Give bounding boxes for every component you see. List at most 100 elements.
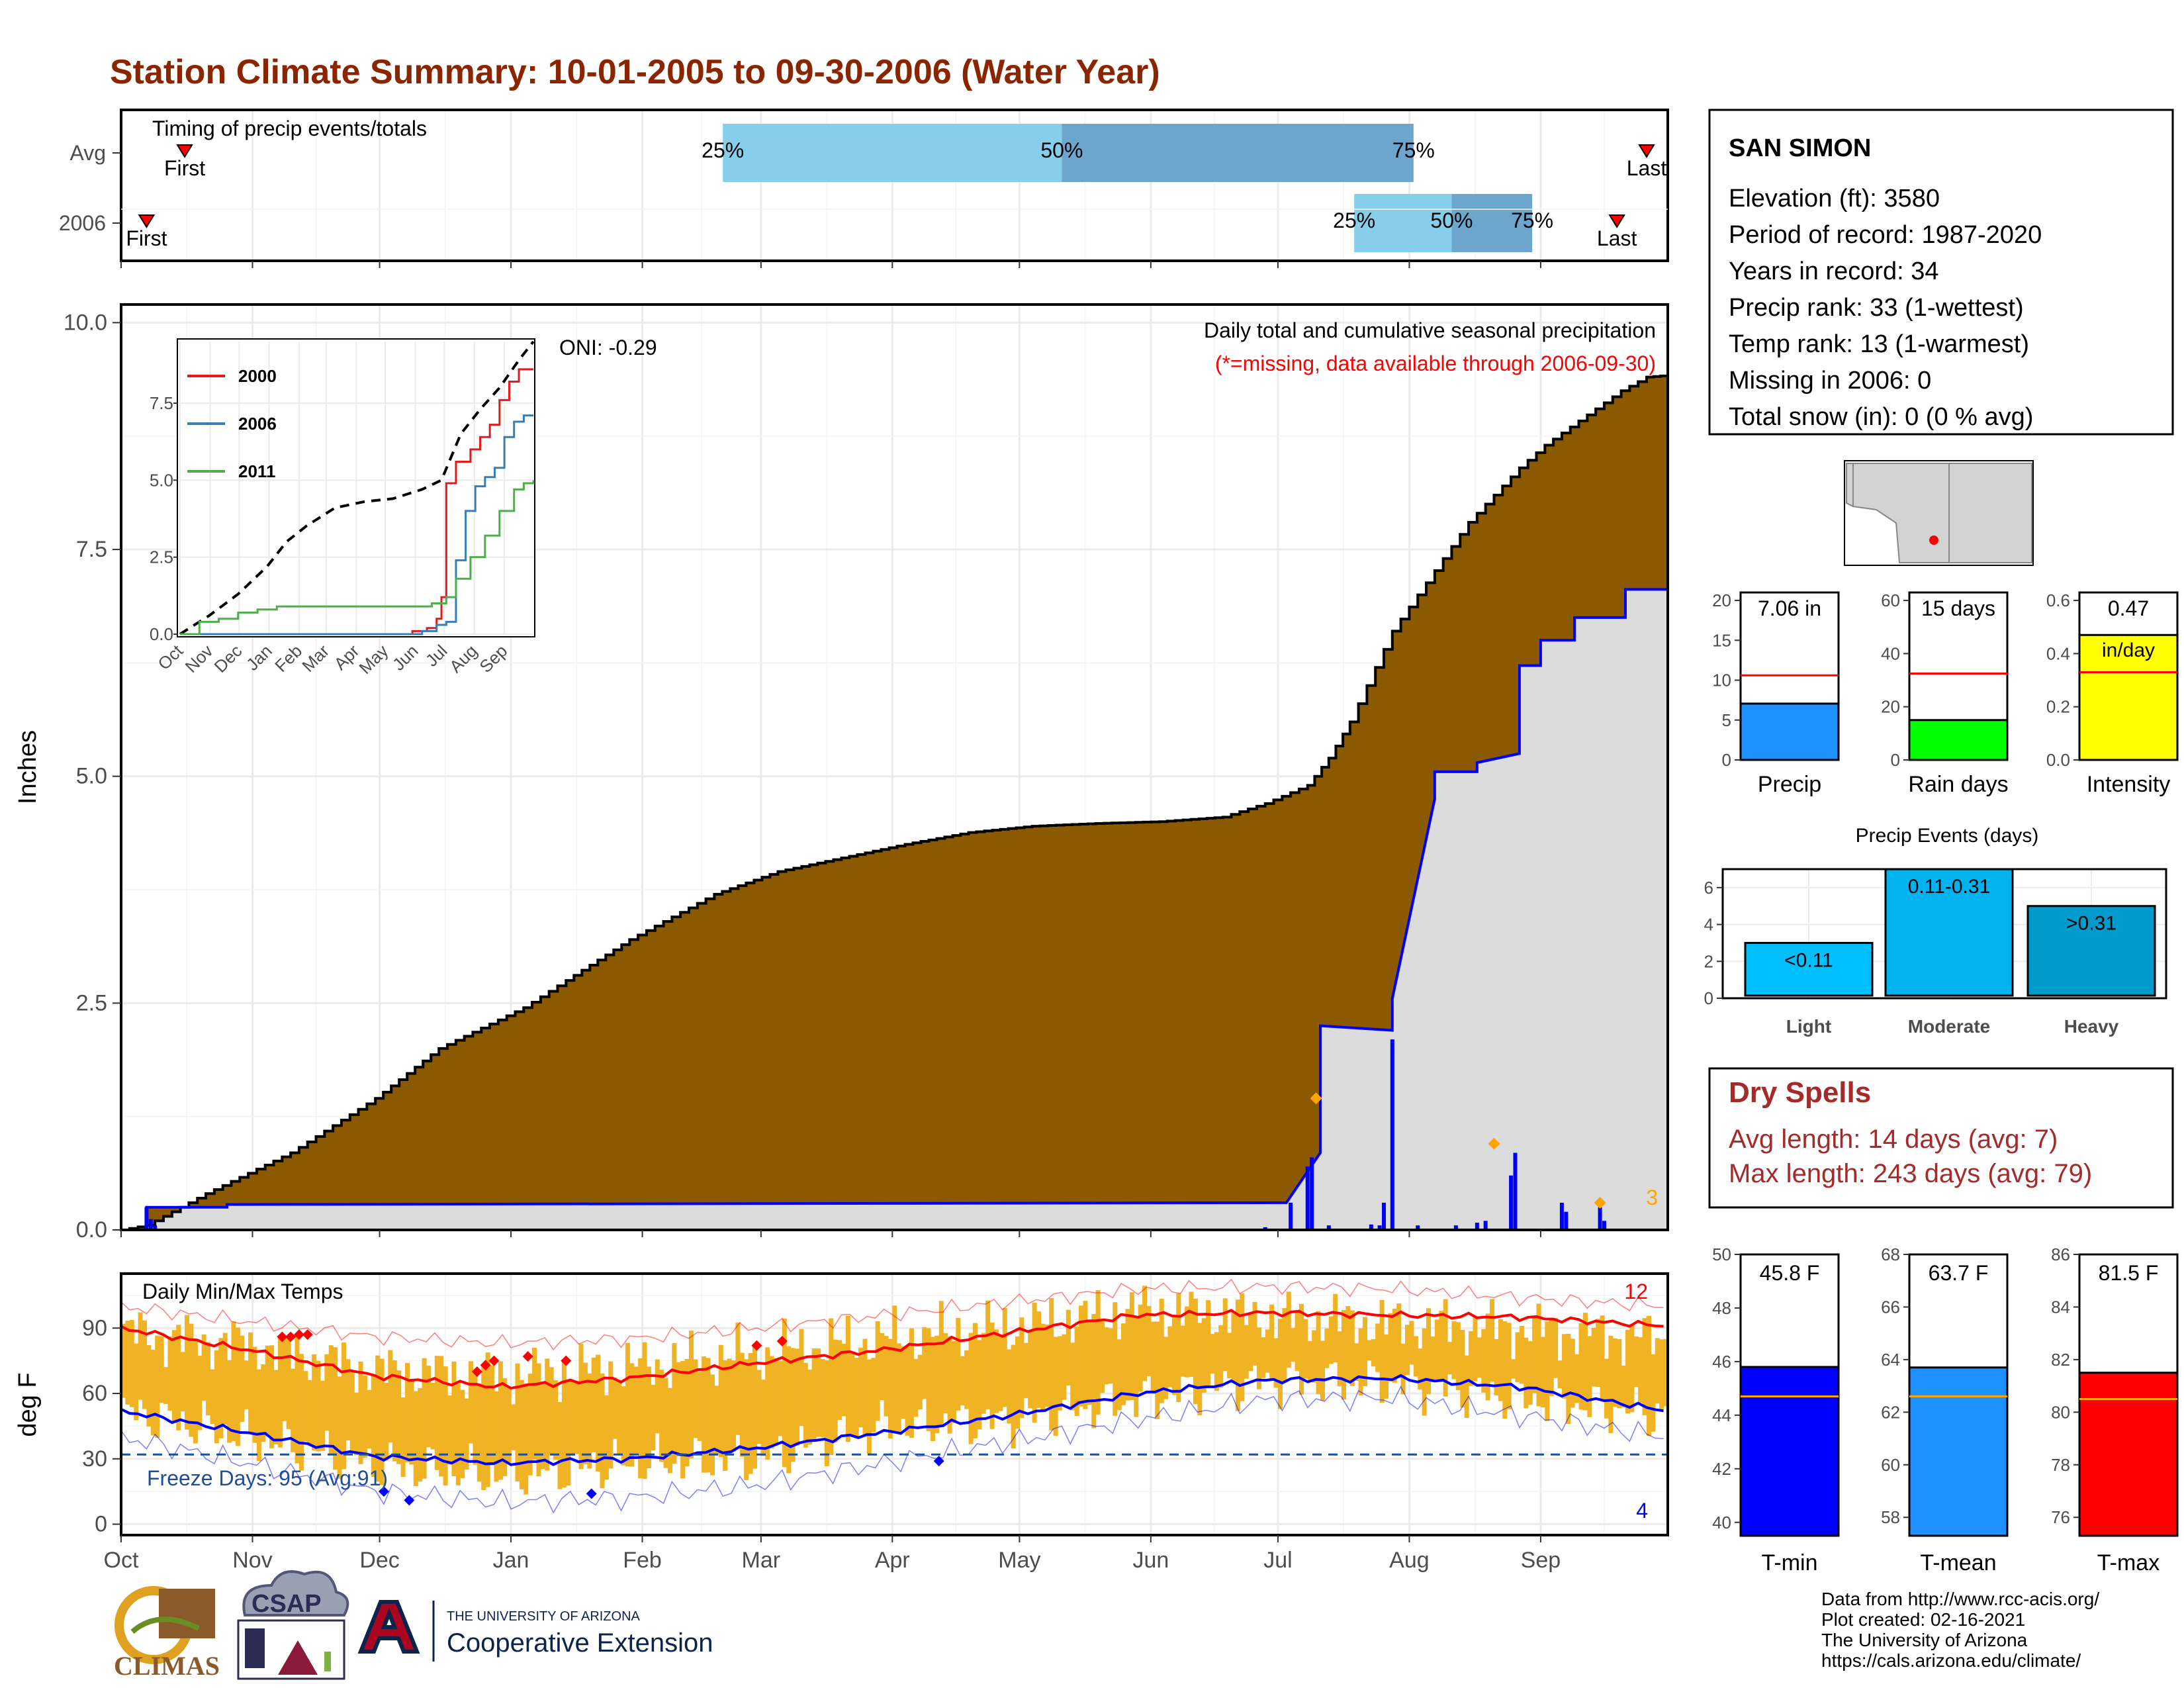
daily-temp-bar bbox=[1171, 1317, 1177, 1395]
daily-temp-bar bbox=[1053, 1336, 1058, 1436]
last-event-marker bbox=[1638, 144, 1655, 158]
csap-logo-cactus bbox=[324, 1652, 331, 1671]
daily-temp-bar bbox=[1409, 1321, 1414, 1365]
daily-temp-bar bbox=[807, 1370, 813, 1445]
daily-temp-bar bbox=[837, 1340, 842, 1421]
daily-temp-bar bbox=[578, 1344, 584, 1470]
daily-precip-bar bbox=[1416, 1225, 1420, 1230]
timing-q75-label: 75% bbox=[1392, 138, 1435, 162]
daily-temp-bar bbox=[455, 1381, 461, 1485]
daily-temp-bar bbox=[180, 1352, 185, 1412]
mini-bar-tick-label: 60 bbox=[1881, 590, 1900, 610]
temp-y-tick-label: 60 bbox=[82, 1381, 107, 1406]
csap-logo-bars bbox=[245, 1628, 265, 1668]
daily-temp-bar bbox=[1363, 1317, 1368, 1387]
mini-bar-tick-label: 10 bbox=[1712, 671, 1731, 690]
temp-summary-tick-label: 50 bbox=[1712, 1244, 1731, 1264]
precip-panel-border bbox=[120, 303, 1669, 1231]
daily-temp-bar bbox=[167, 1336, 173, 1411]
daily-temp-bar bbox=[523, 1383, 529, 1495]
climas-logo-leaf bbox=[130, 1617, 200, 1634]
daily-temp-bar bbox=[1524, 1337, 1529, 1409]
events-category-label: Heavy bbox=[2064, 1016, 2119, 1037]
month-label: May bbox=[998, 1548, 1040, 1573]
daily-temp-bar bbox=[320, 1380, 325, 1451]
daily-temp-bar bbox=[341, 1342, 346, 1470]
daily-temp-bar bbox=[854, 1358, 859, 1438]
daily-temp-bar bbox=[557, 1401, 563, 1489]
daily-temp-bar bbox=[1155, 1321, 1160, 1420]
daily-temp-bar bbox=[943, 1333, 948, 1413]
daily-temp-bar bbox=[989, 1322, 995, 1429]
daily-temp-bar bbox=[1498, 1319, 1503, 1401]
inset-y-tick-label: 5.0 bbox=[150, 470, 173, 490]
daily-temp-bar bbox=[193, 1339, 198, 1444]
timing-q25-label: 25% bbox=[1333, 209, 1375, 232]
daily-temp-bar bbox=[1469, 1331, 1474, 1386]
timing-bars: 25% 50% 75% First Last 25% 50% 75% First Last bbox=[126, 124, 1666, 252]
daily-temp-bar bbox=[477, 1383, 482, 1482]
daily-temp-bar bbox=[1256, 1327, 1261, 1389]
temp-summary-label: T-mean bbox=[1920, 1550, 1996, 1575]
daily-temp-bar bbox=[612, 1377, 617, 1439]
daily-temp-bar bbox=[227, 1360, 232, 1443]
precip-y-label: Inches bbox=[14, 730, 42, 804]
events-bar bbox=[1884, 868, 2014, 997]
timing-bar-q50-q75 bbox=[1062, 124, 1414, 182]
daily-temp-bar bbox=[1663, 1338, 1668, 1407]
temp-summary-label: T-max bbox=[2097, 1550, 2160, 1575]
daily-temp-bar bbox=[667, 1387, 672, 1474]
mini-bar-tick-label: 5 bbox=[1722, 710, 1731, 730]
daily-temp-bar bbox=[1197, 1323, 1203, 1416]
daily-temp-bar bbox=[587, 1374, 592, 1469]
daily-temp-bar bbox=[443, 1366, 448, 1486]
daily-temp-bar bbox=[1426, 1308, 1432, 1395]
daily-temp-bar bbox=[1231, 1311, 1236, 1382]
last-event-label: Last bbox=[1597, 226, 1637, 250]
daily-temp-bar bbox=[286, 1338, 291, 1429]
daily-temp-bar bbox=[672, 1342, 677, 1464]
daily-temp-bar bbox=[1574, 1354, 1580, 1403]
temp-summary-bar bbox=[2078, 1372, 2179, 1537]
daily-temp-bar bbox=[129, 1320, 134, 1407]
daily-temp-bar bbox=[884, 1336, 889, 1417]
daily-temp-bar bbox=[646, 1366, 651, 1469]
ua-block-a bbox=[357, 1600, 420, 1654]
temp-summary-tick-label: 58 bbox=[1881, 1507, 1900, 1527]
daily-temp-bar bbox=[1629, 1323, 1635, 1413]
daily-temp-bar bbox=[1434, 1319, 1439, 1380]
month-label: Mar bbox=[742, 1548, 781, 1573]
temp-y-tick-label: 30 bbox=[82, 1446, 107, 1472]
daily-temp-bar bbox=[460, 1389, 465, 1478]
daily-temp-bar bbox=[1553, 1317, 1559, 1378]
timing-q25-label: 25% bbox=[702, 138, 744, 162]
daily-temp-bar bbox=[1447, 1342, 1453, 1375]
daily-temp-bar bbox=[1320, 1340, 1325, 1401]
first-event-label: First bbox=[126, 226, 167, 250]
record-high-marker bbox=[277, 1331, 288, 1342]
mini-bar-charts: 7.06 in 0 5 10 15 20 Precip 15 days 0 20 40 60 Rain … bbox=[1712, 590, 2179, 797]
daily-temp-bar bbox=[485, 1352, 490, 1487]
daily-temp-bar bbox=[1286, 1291, 1291, 1368]
daily-precip-bar bbox=[1483, 1221, 1488, 1230]
daily-temp-bar bbox=[1418, 1348, 1423, 1390]
daily-temp-bar bbox=[1345, 1306, 1351, 1382]
mini-bar-tick-label: 0.2 bbox=[2046, 697, 2070, 717]
credit-line: Data from http://www.rcc-acis.org/ bbox=[1821, 1589, 2099, 1609]
ua-small-text: THE UNIVERSITY OF ARIZONA bbox=[447, 1609, 641, 1624]
station-info-box: SAN SIMON Elevation (ft): 3580 Period of … bbox=[1708, 109, 2174, 436]
daily-temp-bar bbox=[490, 1365, 495, 1466]
daily-temp-bar bbox=[515, 1363, 520, 1481]
daily-temp-bar bbox=[1494, 1338, 1499, 1395]
temp-summary-tick-label: 68 bbox=[1881, 1244, 1900, 1264]
temp-y-tick-label: 90 bbox=[82, 1315, 107, 1340]
daily-temp-bar bbox=[1044, 1324, 1050, 1407]
daily-temp-bar bbox=[1557, 1360, 1563, 1389]
daily-temp-bar bbox=[134, 1343, 139, 1421]
daily-temp-bar bbox=[1570, 1338, 1575, 1408]
daily-temp-bar bbox=[913, 1359, 919, 1417]
daily-temp-bar bbox=[307, 1380, 312, 1446]
temp-summary-tick-label: 42 bbox=[1712, 1459, 1731, 1479]
temp-summary-bars: 45.8 F 40 42 44 46 48 50 T-min 63.7 F 58 60 62 64 66 6… bbox=[1712, 1244, 2179, 1575]
daily-temp-bar bbox=[1515, 1332, 1520, 1383]
